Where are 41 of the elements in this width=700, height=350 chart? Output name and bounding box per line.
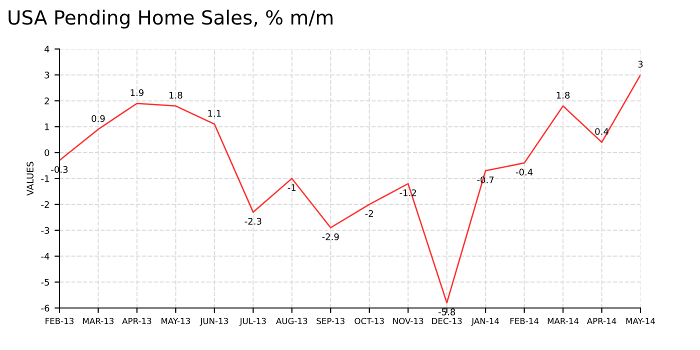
- y-tick-label: -4: [41, 253, 50, 260]
- data-label: -2: [365, 210, 373, 217]
- y-tick-label: -1: [41, 175, 49, 182]
- x-tick-label: MAR-13: [83, 318, 114, 324]
- data-label: -1: [288, 184, 296, 191]
- data-label: 3: [638, 60, 643, 68]
- x-tick-label: MAY-13: [162, 318, 190, 324]
- x-tick-label: JUN-13: [200, 318, 228, 326]
- x-tick-label: JAN-14: [471, 318, 500, 326]
- x-tick-label: MAY-14: [626, 318, 656, 324]
- y-tick-label: 2: [44, 98, 49, 104]
- y-tick-label: 3: [44, 72, 50, 78]
- x-tick-label: APR-14: [586, 318, 616, 324]
- x-tick-label: FEB-14: [510, 318, 539, 324]
- y-tick-label: 4: [44, 46, 50, 52]
- x-tick-label: NOV-13: [393, 318, 424, 324]
- y-tick-label: -3: [41, 227, 50, 234]
- y-tick-label: 0: [44, 149, 50, 156]
- y-tick-label: -6: [41, 304, 50, 312]
- data-label: 1.1: [208, 110, 221, 117]
- data-label: -2.3: [244, 218, 262, 225]
- x-tick-label: FEB-13: [46, 318, 74, 324]
- y-tick-label: 1: [45, 124, 49, 130]
- chart-title: USA Pending Home Sales, % m/m: [8, 10, 332, 29]
- x-tick-label: JUL-13: [239, 318, 266, 326]
- data-label: 1.9: [130, 89, 144, 96]
- data-label: -2.9: [322, 233, 339, 240]
- x-tick-label: APR-13: [122, 318, 152, 324]
- x-tick-label: SEP-13: [316, 318, 344, 324]
- x-tick-label: AUG-13: [276, 318, 308, 324]
- data-label: 1.8: [556, 92, 570, 99]
- x-tick-label: MAR-14: [548, 318, 579, 324]
- x-tick-label: OCT-13: [354, 318, 384, 324]
- data-label: 1.8: [170, 92, 182, 99]
- data-label: 0.9: [92, 115, 105, 122]
- y-tick-label: -5: [41, 278, 49, 286]
- x-tick-label: DEC-13: [432, 318, 462, 324]
- y-axis-title: VALUES: [26, 162, 34, 196]
- data-label: -5.8: [438, 308, 456, 316]
- y-tick-label: -2: [41, 201, 49, 208]
- data-label: -0.4: [516, 168, 533, 176]
